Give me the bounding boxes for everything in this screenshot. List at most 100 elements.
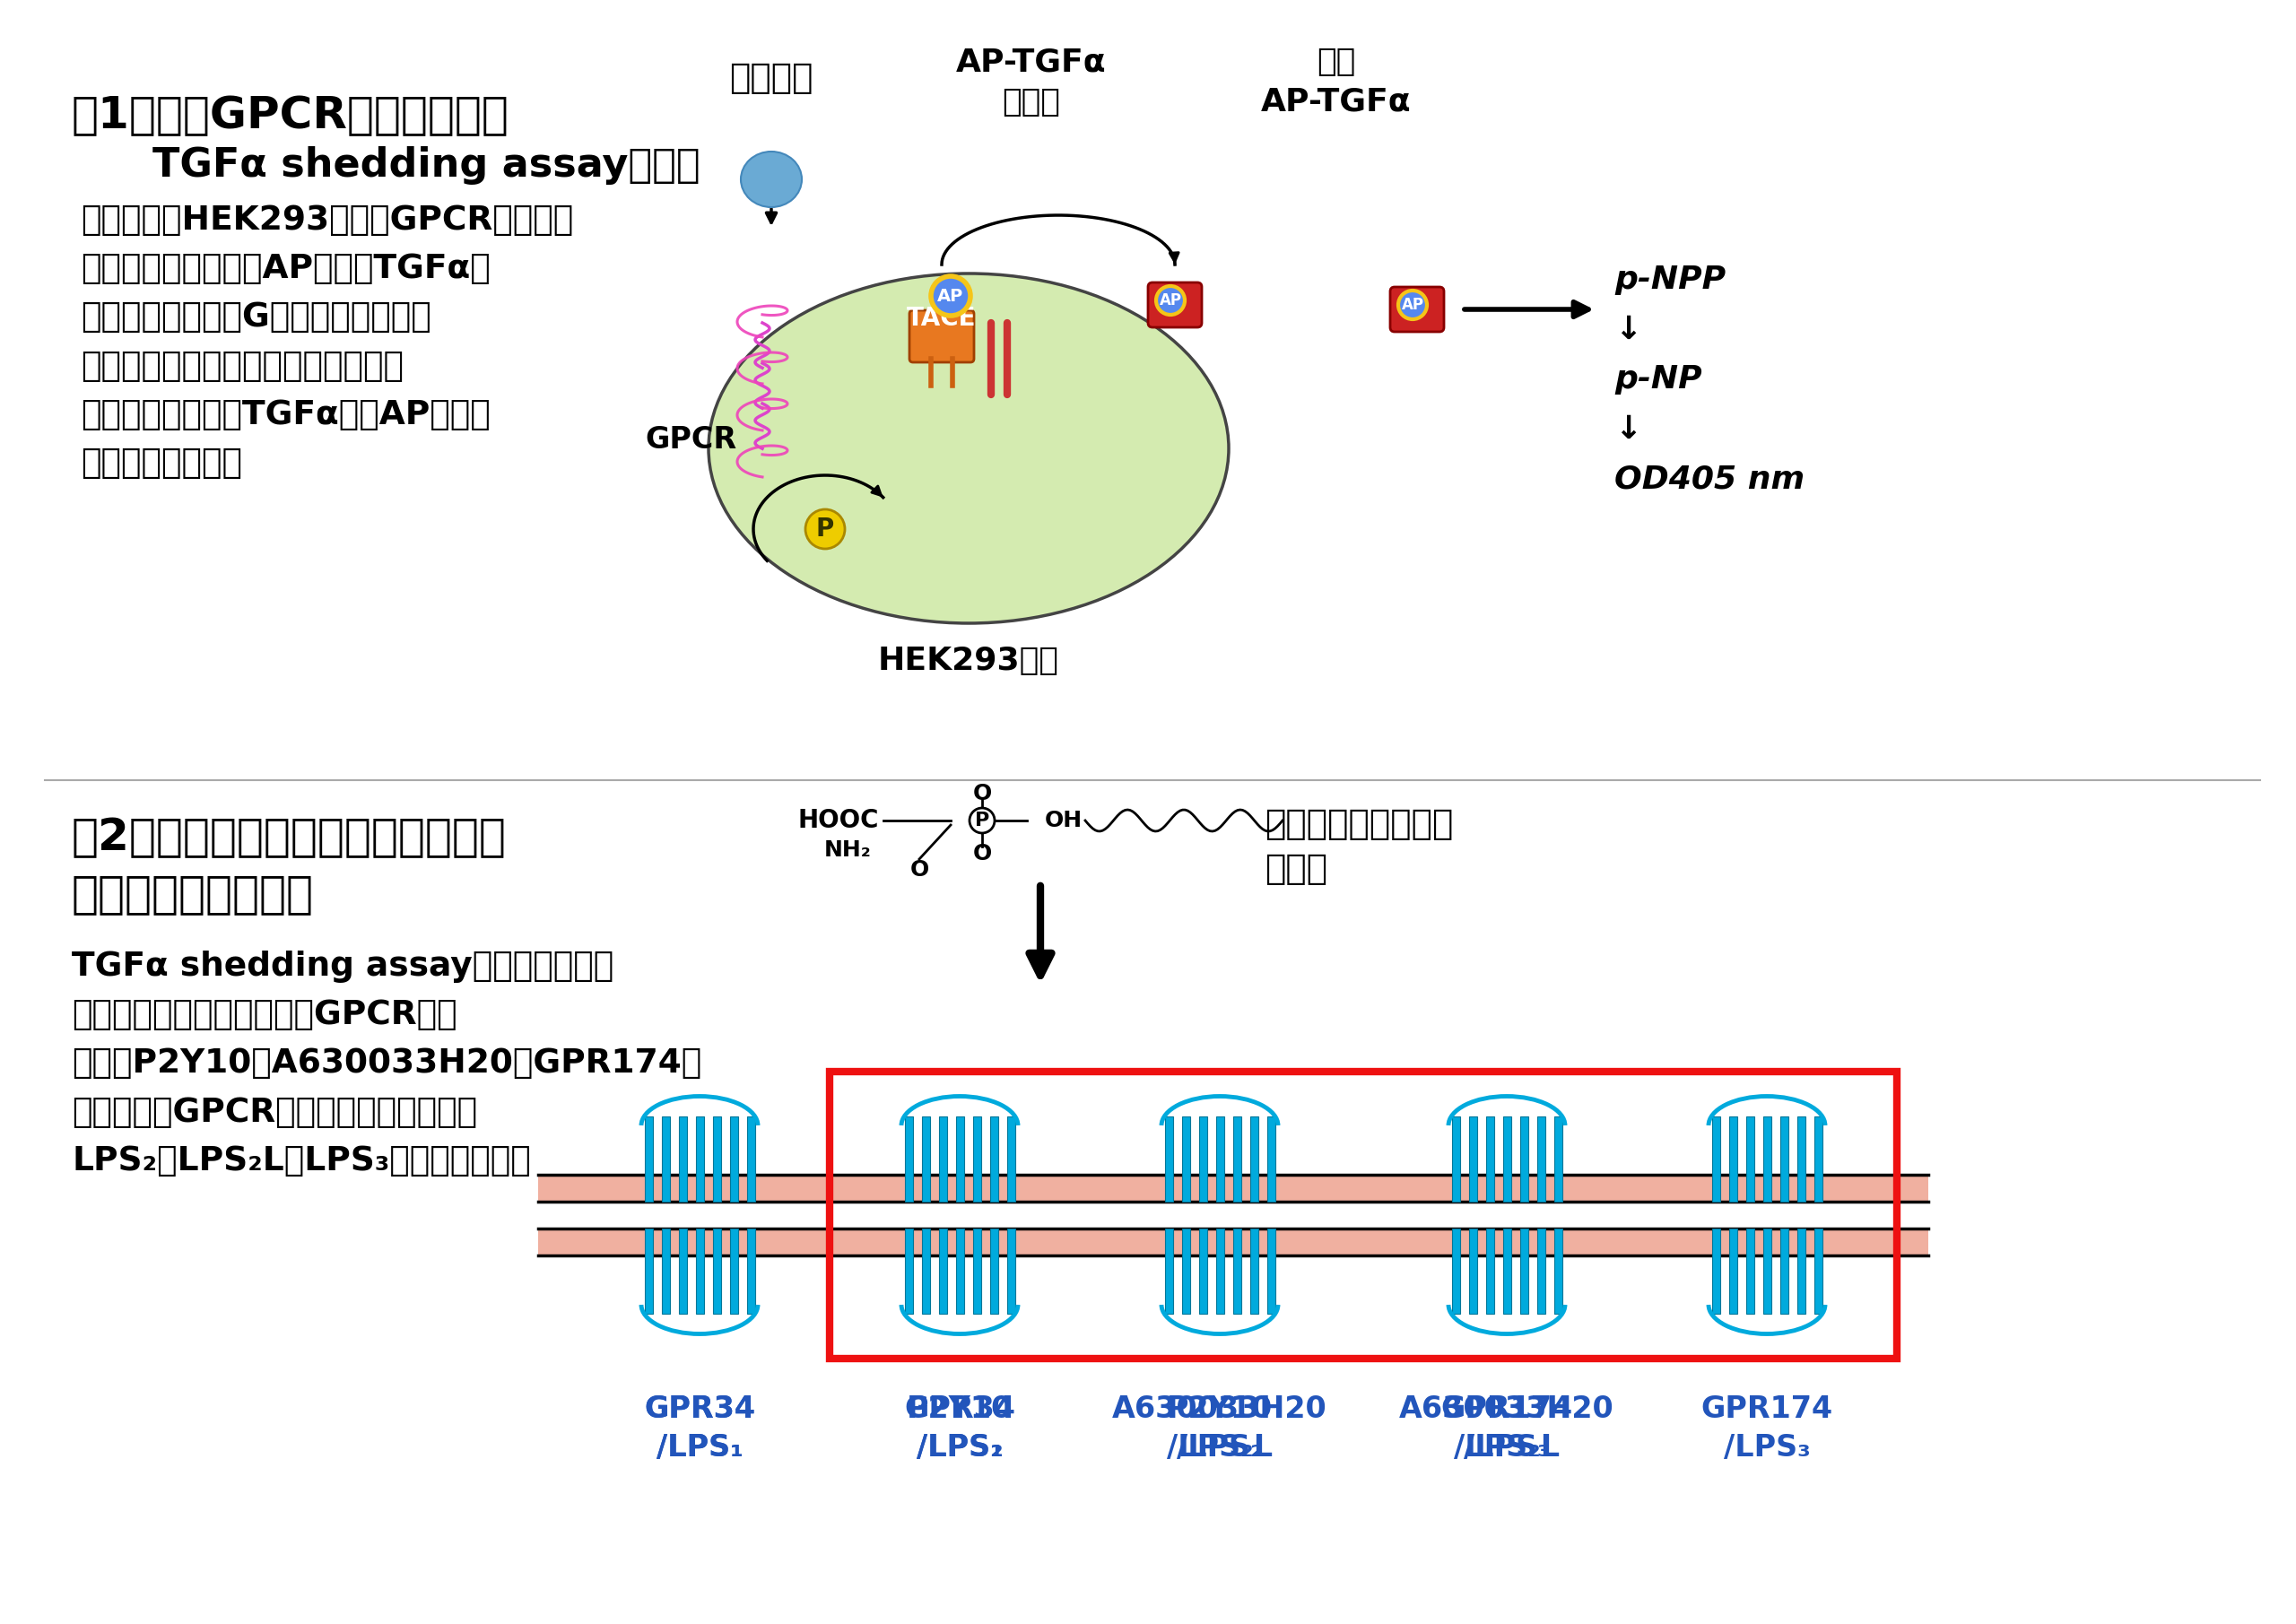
Text: GPR174
/LPS₃: GPR174 /LPS₃ [1442, 1395, 1573, 1463]
Bar [1538, 1116, 1545, 1202]
Text: TGFα shedding assayの原理: TGFα shedding assayの原理 [152, 146, 700, 185]
Bar [1267, 1116, 1274, 1202]
Text: O: O [974, 843, 992, 864]
Circle shape [969, 809, 994, 833]
Ellipse shape [709, 273, 1228, 624]
Text: A630033H20
/LPS₂L: A630033H20 /LPS₂L [1398, 1395, 1614, 1463]
Bar [1538, 1228, 1545, 1314]
Bar [939, 1116, 948, 1202]
Bar [1182, 1228, 1189, 1314]
FancyBboxPatch shape [909, 310, 974, 362]
Text: リゾホスファチジル
セリン: リゾホスファチジル セリン [1265, 807, 1453, 887]
Text: GPR174
/LPS₃: GPR174 /LPS₃ [1701, 1395, 1832, 1463]
Bar [1251, 1228, 1258, 1314]
Bar [714, 1116, 721, 1202]
Ellipse shape [742, 151, 801, 208]
Text: AP: AP [937, 287, 964, 304]
Text: リガンド: リガンド [730, 62, 813, 96]
Text: GPR34
/LPS₁: GPR34 /LPS₁ [643, 1395, 755, 1463]
Bar [661, 1116, 670, 1202]
Text: GPR34
/LPS₁: GPR34 /LPS₁ [905, 1395, 1015, 1463]
Bar [1520, 1228, 1529, 1314]
Bar [1747, 1116, 1754, 1202]
Bar [955, 1116, 964, 1202]
Text: AP: AP [1401, 297, 1424, 313]
Bar [1729, 1116, 1738, 1202]
Bar [905, 1228, 914, 1314]
Bar [1504, 1116, 1511, 1202]
Bar [696, 1228, 705, 1314]
Bar [645, 1116, 652, 1202]
Bar [680, 1228, 687, 1314]
Bar [1486, 1116, 1495, 1202]
Text: O: O [974, 783, 992, 804]
Bar [537, 1228, 1929, 1255]
Text: A630033H20
/LPS₂L: A630033H20 /LPS₂L [1111, 1395, 1327, 1463]
Bar [1504, 1228, 1511, 1314]
FancyBboxPatch shape [1148, 283, 1201, 328]
Circle shape [930, 276, 971, 315]
Bar [1798, 1116, 1805, 1202]
Bar [1008, 1228, 1015, 1314]
Bar [1251, 1116, 1258, 1202]
Bar [1199, 1228, 1208, 1314]
Bar [1164, 1116, 1173, 1202]
Circle shape [1157, 286, 1185, 315]
Bar [955, 1228, 964, 1314]
Bar [923, 1116, 930, 1202]
Bar [714, 1228, 721, 1314]
Bar [829, 1072, 1896, 1359]
Bar [680, 1116, 687, 1202]
Bar [730, 1116, 737, 1202]
Bar [1217, 1116, 1224, 1202]
Bar [1182, 1116, 1189, 1202]
Bar [974, 1228, 980, 1314]
Bar [1451, 1116, 1460, 1202]
Bar [1469, 1116, 1476, 1202]
Text: NH₂: NH₂ [824, 840, 870, 861]
Bar [1763, 1116, 1770, 1202]
Bar [746, 1116, 755, 1202]
Bar [974, 1116, 980, 1202]
Text: AP: AP [1159, 292, 1182, 309]
Bar [905, 1116, 914, 1202]
Bar [1798, 1228, 1805, 1314]
Bar [645, 1228, 652, 1314]
Bar [1713, 1228, 1720, 1314]
Bar [1267, 1228, 1274, 1314]
Bar [990, 1228, 999, 1314]
Bar [1729, 1228, 1738, 1314]
Bar [1486, 1228, 1495, 1314]
Bar [1233, 1228, 1242, 1314]
Bar [1233, 1116, 1242, 1202]
Text: P2Y10
/LPS₂: P2Y10 /LPS₂ [1166, 1395, 1272, 1463]
Text: O: O [909, 859, 930, 880]
Text: HOOC: HOOC [797, 809, 879, 833]
Bar [661, 1228, 670, 1314]
Bar [1008, 1116, 1015, 1202]
Text: P: P [815, 516, 833, 542]
Bar [746, 1228, 755, 1314]
Bar [537, 1174, 1929, 1202]
Text: OH: OH [1045, 810, 1084, 831]
Bar [1451, 1228, 1460, 1314]
Bar [1554, 1116, 1561, 1202]
Text: GPCR: GPCR [645, 424, 737, 455]
Text: P: P [976, 812, 990, 830]
Bar [1199, 1116, 1208, 1202]
Bar [1713, 1116, 1720, 1202]
Bar [923, 1228, 930, 1314]
Text: 遊離
AP-TGFα: 遊離 AP-TGFα [1261, 47, 1412, 117]
FancyBboxPatch shape [1389, 287, 1444, 331]
Bar [696, 1116, 705, 1202]
Bar [1779, 1228, 1789, 1314]
Bar [1469, 1228, 1476, 1314]
Bar [939, 1228, 948, 1314]
Bar [1217, 1228, 1224, 1314]
Text: HEK293細胞: HEK293細胞 [877, 646, 1058, 676]
Bar [1763, 1228, 1770, 1314]
Bar [990, 1116, 999, 1202]
Text: P2Y10
/LPS₂: P2Y10 /LPS₂ [907, 1395, 1013, 1463]
Bar [1747, 1228, 1754, 1314]
Text: 本法ではHEK293細胞にGPCR、アルカ
リホスファターゼ（AP）標識TGFα前
駆体、（＋キメラGタンパク質）を発
現させ、リガンド刺激後１時間中に
細胞外: 本法ではHEK293細胞にGPCR、アルカ リホスファターゼ（AP）標識TGFα… [80, 205, 574, 479]
